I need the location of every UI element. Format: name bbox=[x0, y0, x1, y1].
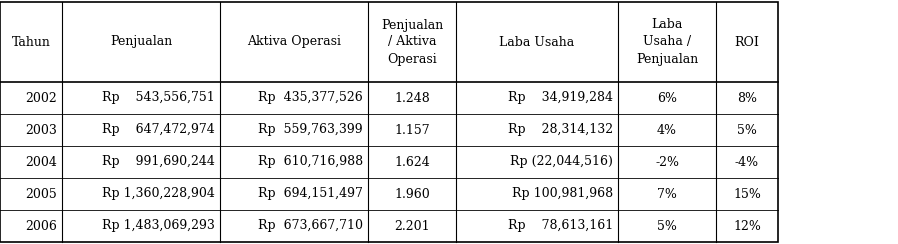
Text: Laba
Usaha /
Penjualan: Laba Usaha / Penjualan bbox=[636, 19, 698, 65]
Text: Rp    647,472,974: Rp 647,472,974 bbox=[102, 123, 215, 136]
Text: 1.248: 1.248 bbox=[394, 92, 430, 104]
Text: 2004: 2004 bbox=[25, 155, 57, 169]
Text: 2003: 2003 bbox=[25, 123, 57, 136]
Text: 4%: 4% bbox=[657, 123, 677, 136]
Text: 2005: 2005 bbox=[25, 187, 57, 201]
Text: 5%: 5% bbox=[657, 220, 677, 233]
Text: Rp  673,667,710: Rp 673,667,710 bbox=[258, 220, 363, 233]
Text: Laba Usaha: Laba Usaha bbox=[499, 35, 575, 49]
Text: Rp    991,690,244: Rp 991,690,244 bbox=[102, 155, 215, 169]
Text: Tahun: Tahun bbox=[12, 35, 50, 49]
Text: Rp 1,483,069,293: Rp 1,483,069,293 bbox=[102, 220, 215, 233]
Text: -4%: -4% bbox=[735, 155, 759, 169]
Text: Rp    34,919,284: Rp 34,919,284 bbox=[508, 92, 613, 104]
Text: Penjualan: Penjualan bbox=[110, 35, 172, 49]
Text: 2002: 2002 bbox=[25, 92, 57, 104]
Text: Penjualan
/ Aktiva
Operasi: Penjualan / Aktiva Operasi bbox=[381, 19, 443, 65]
Text: 5%: 5% bbox=[737, 123, 757, 136]
Text: 12%: 12% bbox=[733, 220, 761, 233]
Text: 15%: 15% bbox=[733, 187, 761, 201]
Text: 2006: 2006 bbox=[25, 220, 57, 233]
Text: 6%: 6% bbox=[657, 92, 677, 104]
Text: Rp 1,360,228,904: Rp 1,360,228,904 bbox=[102, 187, 215, 201]
Text: 2.201: 2.201 bbox=[394, 220, 430, 233]
Text: 7%: 7% bbox=[657, 187, 677, 201]
Text: Rp    78,613,161: Rp 78,613,161 bbox=[507, 220, 613, 233]
Text: Aktiva Operasi: Aktiva Operasi bbox=[247, 35, 341, 49]
Text: Rp    543,556,751: Rp 543,556,751 bbox=[102, 92, 215, 104]
Text: Rp  559,763,399: Rp 559,763,399 bbox=[259, 123, 363, 136]
Text: Rp  610,716,988: Rp 610,716,988 bbox=[258, 155, 363, 169]
Text: ROI: ROI bbox=[735, 35, 760, 49]
Text: 8%: 8% bbox=[737, 92, 757, 104]
Bar bbox=[0, 2, 778, 242]
Text: -2%: -2% bbox=[655, 155, 679, 169]
Text: Rp (22,044,516): Rp (22,044,516) bbox=[510, 155, 613, 169]
Text: 1.157: 1.157 bbox=[394, 123, 430, 136]
Text: Rp  694,151,497: Rp 694,151,497 bbox=[258, 187, 363, 201]
Text: Rp 100,981,968: Rp 100,981,968 bbox=[512, 187, 613, 201]
Text: Rp    28,314,132: Rp 28,314,132 bbox=[508, 123, 613, 136]
Text: Rp  435,377,526: Rp 435,377,526 bbox=[259, 92, 363, 104]
Text: 1.960: 1.960 bbox=[394, 187, 430, 201]
Text: 1.624: 1.624 bbox=[394, 155, 430, 169]
